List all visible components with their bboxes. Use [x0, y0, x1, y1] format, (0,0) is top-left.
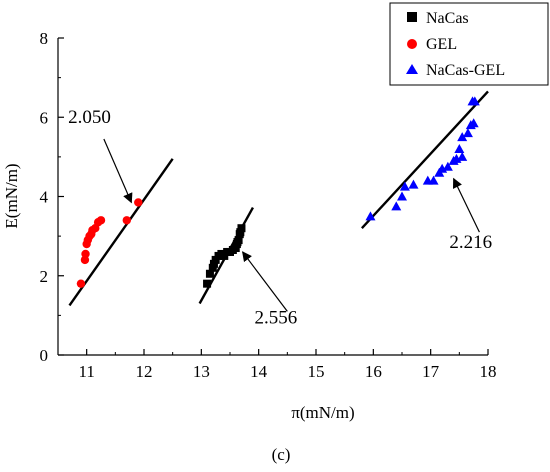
x-tick-label: 15 — [308, 362, 325, 381]
legend-marker-gel — [407, 39, 417, 49]
data-point — [81, 249, 90, 259]
x-tick-label: 12 — [136, 362, 153, 381]
y-axis-label: E(mN/m) — [2, 163, 21, 228]
data-point — [442, 161, 453, 171]
x-tick-label: 18 — [480, 362, 497, 381]
data-point — [469, 96, 480, 106]
x-tick-label: 16 — [365, 362, 382, 381]
data-point — [397, 191, 407, 201]
data-point — [203, 279, 212, 288]
annotations: 2.050 2.556 2.216 — [68, 107, 492, 328]
data-point — [236, 228, 245, 237]
data-point — [457, 151, 468, 161]
data-point — [96, 216, 106, 225]
data-point — [391, 201, 402, 211]
data-point — [205, 269, 214, 278]
series-nacas — [203, 224, 246, 288]
data-point — [399, 181, 410, 191]
data-point — [428, 175, 439, 185]
y-ticks: 0 2 4 6 8 — [40, 29, 64, 365]
legend-label-nacas: NaCas — [426, 10, 469, 27]
annotation-label: 2.556 — [254, 307, 297, 328]
annotation-arrow — [103, 138, 133, 204]
y-tick-label: 6 — [40, 108, 49, 127]
x-axis-label: π(mN/m) — [291, 403, 354, 422]
figure-caption: (c) — [272, 445, 291, 464]
data-point — [457, 132, 468, 142]
series-nacas-gel — [365, 96, 480, 221]
x-tick-label: 11 — [78, 362, 94, 381]
x-ticks: 11 12 13 14 15 16 17 18 — [78, 349, 497, 381]
annotation-arrow — [453, 177, 480, 233]
data-points — [76, 96, 480, 288]
data-point — [134, 198, 143, 207]
annotation-label: 2.216 — [449, 232, 492, 253]
y-tick-label: 2 — [40, 267, 49, 286]
data-point — [122, 216, 131, 225]
data-point — [365, 211, 376, 221]
y-tick-label: 4 — [40, 188, 49, 207]
annotation-arrows — [103, 138, 480, 312]
x-tick-label: 14 — [250, 362, 268, 381]
legend-label-gel: GEL — [426, 36, 457, 53]
legend: NaCas GEL NaCas-GEL — [389, 2, 549, 86]
fit-lines — [68, 90, 489, 307]
data-point — [462, 128, 473, 138]
data-point — [468, 118, 479, 128]
x-tick-label: 17 — [422, 362, 440, 381]
legend-label-nacas-gel: NaCas-GEL — [426, 62, 505, 79]
legend-marker-nacas — [407, 12, 417, 22]
fit-line — [68, 158, 174, 307]
data-point — [454, 143, 465, 153]
series-gel — [76, 198, 143, 288]
annotation-arrow — [242, 251, 288, 312]
legend-marker-nacas-gel — [406, 64, 418, 74]
data-point — [408, 179, 419, 189]
annotation-label: 2.050 — [68, 107, 111, 128]
data-point — [233, 238, 242, 247]
x-tick-label: 13 — [193, 362, 210, 381]
y-tick-label: 0 — [40, 346, 49, 365]
y-tick-label: 8 — [40, 29, 49, 48]
data-point — [76, 279, 86, 288]
fit-line — [360, 90, 489, 230]
